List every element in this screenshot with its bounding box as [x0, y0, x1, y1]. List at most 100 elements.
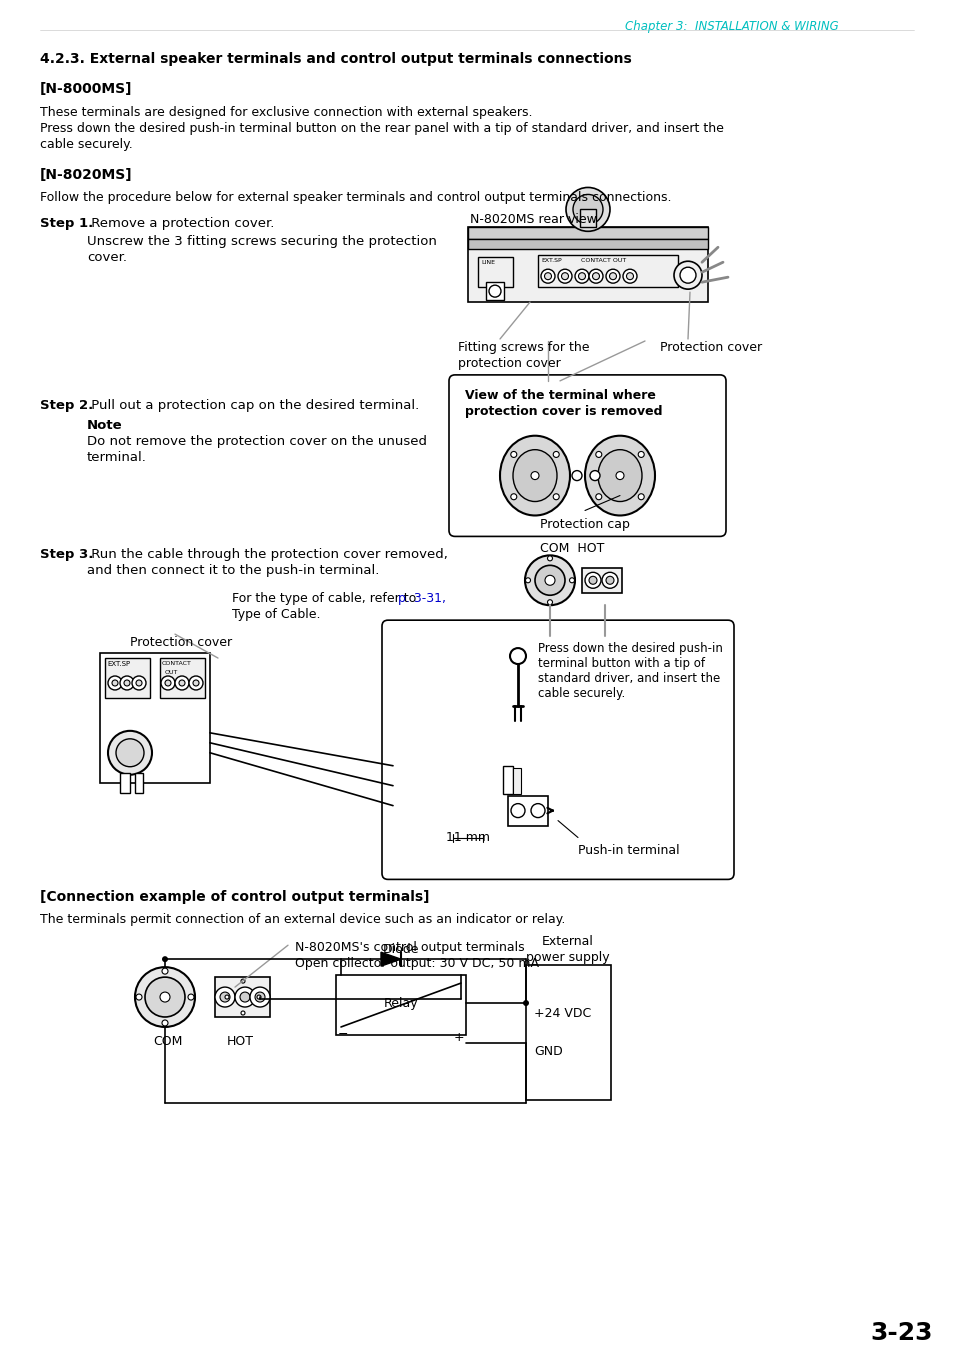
Circle shape	[145, 977, 185, 1017]
Circle shape	[108, 676, 122, 690]
Text: +24 VDC: +24 VDC	[534, 1006, 591, 1020]
Bar	[502, 766, 513, 793]
Text: LINE: LINE	[480, 261, 495, 265]
Text: Chapter 3:  INSTALLATION & WIRING: Chapter 3: INSTALLATION & WIRING	[624, 20, 838, 32]
Circle shape	[256, 996, 261, 998]
Circle shape	[573, 195, 602, 224]
Circle shape	[254, 992, 265, 1002]
Circle shape	[638, 493, 643, 500]
Text: Do not remove the protection cover on the unused: Do not remove the protection cover on th…	[87, 435, 427, 447]
Circle shape	[547, 555, 552, 561]
Text: EXT.SP: EXT.SP	[540, 258, 561, 263]
Text: N-8020MS rear view: N-8020MS rear view	[470, 213, 597, 227]
Circle shape	[136, 680, 142, 686]
Text: Protection cover: Protection cover	[659, 340, 761, 354]
Text: 3-23: 3-23	[869, 1321, 931, 1346]
Text: For the type of cable, refer to: For the type of cable, refer to	[232, 592, 420, 605]
Text: protection cover is removed: protection cover is removed	[464, 405, 661, 417]
Circle shape	[225, 996, 229, 998]
Text: terminal.: terminal.	[87, 451, 147, 463]
Circle shape	[510, 648, 525, 665]
Circle shape	[596, 451, 601, 458]
Bar	[537, 255, 678, 288]
Circle shape	[605, 577, 614, 584]
Circle shape	[179, 680, 185, 686]
Text: Press down the desired push-in terminal button on the rear panel with a tip of s: Press down the desired push-in terminal …	[40, 122, 723, 135]
Circle shape	[174, 676, 189, 690]
Bar	[513, 767, 520, 793]
Circle shape	[160, 992, 170, 1002]
Circle shape	[535, 565, 564, 596]
Text: CONTACT: CONTACT	[162, 661, 192, 666]
Text: HOT: HOT	[227, 1035, 253, 1048]
Circle shape	[240, 992, 250, 1002]
Circle shape	[241, 1011, 245, 1015]
Text: 4.2.3. External speaker terminals and control output terminals connections: 4.2.3. External speaker terminals and co…	[40, 51, 631, 66]
Circle shape	[250, 988, 270, 1006]
Circle shape	[120, 676, 133, 690]
Circle shape	[188, 994, 193, 1000]
Circle shape	[596, 493, 601, 500]
Circle shape	[575, 269, 588, 284]
Circle shape	[189, 676, 203, 690]
Text: View of the terminal where: View of the terminal where	[464, 389, 656, 401]
Bar	[135, 773, 143, 793]
Ellipse shape	[598, 450, 641, 501]
Bar	[214, 977, 270, 1017]
Bar	[100, 653, 210, 782]
Text: and then connect it to the push-in terminal.: and then connect it to the push-in termi…	[87, 565, 379, 577]
Text: OUT: OUT	[165, 670, 178, 676]
Text: +: +	[454, 1031, 464, 1044]
Circle shape	[572, 470, 581, 481]
Text: These terminals are designed for exclusive connection with external speakers.: These terminals are designed for exclusi…	[40, 105, 532, 119]
Ellipse shape	[513, 450, 557, 501]
Text: Step 1.: Step 1.	[40, 218, 93, 231]
Circle shape	[510, 451, 517, 458]
Circle shape	[584, 573, 600, 588]
Circle shape	[193, 680, 199, 686]
Bar	[468, 227, 707, 239]
Text: External: External	[541, 935, 594, 948]
Circle shape	[108, 731, 152, 774]
Text: Push-in terminal: Push-in terminal	[578, 843, 679, 857]
Circle shape	[561, 273, 568, 280]
Text: Fitting screws for the: Fitting screws for the	[457, 340, 589, 354]
Text: Step 3.: Step 3.	[40, 549, 93, 562]
Circle shape	[540, 269, 555, 284]
Circle shape	[553, 493, 558, 500]
Circle shape	[162, 957, 168, 962]
Circle shape	[531, 804, 544, 817]
Circle shape	[638, 451, 643, 458]
Circle shape	[605, 269, 619, 284]
Circle shape	[214, 988, 234, 1006]
Circle shape	[161, 676, 174, 690]
Bar	[581, 569, 621, 593]
Circle shape	[558, 269, 572, 284]
Circle shape	[547, 600, 552, 605]
Text: Pull out a protection cap on the desired terminal.: Pull out a protection cap on the desired…	[87, 399, 418, 412]
Bar	[335, 975, 465, 1035]
Text: Press down the desired push-in
terminal button with a tip of
standard driver, an: Press down the desired push-in terminal …	[537, 642, 722, 700]
Text: [N-8000MS]: [N-8000MS]	[40, 82, 132, 96]
Circle shape	[601, 573, 618, 588]
Circle shape	[578, 273, 585, 280]
Bar	[468, 239, 707, 250]
Text: EXT.SP: EXT.SP	[107, 661, 130, 667]
Circle shape	[626, 273, 633, 280]
Bar	[120, 773, 130, 793]
Circle shape	[531, 471, 538, 480]
Circle shape	[525, 578, 530, 582]
Text: GND: GND	[534, 1044, 562, 1058]
Text: Open collector output: 30 V DC, 50 mA: Open collector output: 30 V DC, 50 mA	[294, 957, 538, 970]
Bar	[160, 658, 205, 698]
Circle shape	[588, 577, 597, 584]
Text: power supply: power supply	[526, 951, 609, 965]
Circle shape	[124, 680, 130, 686]
Text: cover.: cover.	[87, 251, 127, 265]
Text: [Connection example of control output terminals]: [Connection example of control output te…	[40, 890, 429, 904]
Text: 11 mm: 11 mm	[446, 831, 490, 843]
Circle shape	[112, 680, 118, 686]
Circle shape	[165, 680, 171, 686]
Circle shape	[522, 1000, 529, 1006]
Circle shape	[588, 269, 602, 284]
